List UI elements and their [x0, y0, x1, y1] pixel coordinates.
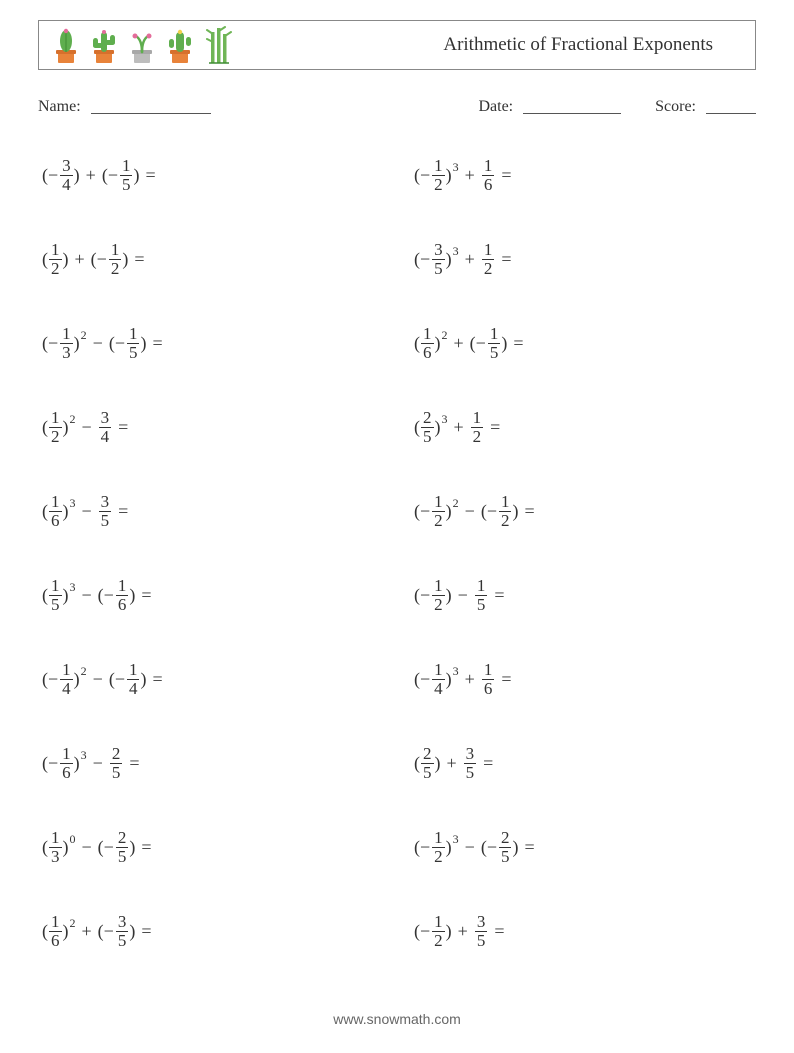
- problem: (−14)3+16 =: [414, 656, 756, 702]
- fraction: 15: [120, 157, 133, 194]
- fraction: 12: [109, 241, 122, 278]
- header-box: Arithmetic of Fractional Exponents: [38, 20, 756, 70]
- fraction: 25: [421, 409, 434, 446]
- footer-url: www.snowmath.com: [0, 1011, 794, 1027]
- fraction: 12: [432, 829, 445, 866]
- problem: (25)+35 =: [414, 740, 756, 786]
- problem: (−14)2−(−14) =: [42, 656, 384, 702]
- problem: (16)3−35 =: [42, 488, 384, 534]
- problem: (−35)3+12 =: [414, 236, 756, 282]
- fraction: 15: [49, 577, 62, 614]
- info-row: Name: Date: Score:: [38, 98, 756, 116]
- fraction: 16: [49, 493, 62, 530]
- cactus-arms-icon: [89, 26, 119, 64]
- problem: (−34)+(−15) =: [42, 152, 384, 198]
- fraction: 14: [127, 661, 140, 698]
- cactus-pot-icon: [51, 26, 81, 64]
- fraction: 16: [116, 577, 129, 614]
- bamboo-icon: [203, 26, 233, 64]
- fraction: 14: [432, 661, 445, 698]
- fraction: 16: [421, 325, 434, 362]
- fraction: 12: [432, 577, 445, 614]
- score-label: Score:: [655, 98, 696, 116]
- problem: (25)3+12 =: [414, 404, 756, 450]
- fraction: 12: [499, 493, 512, 530]
- fraction: 12: [432, 493, 445, 530]
- fraction: 12: [482, 241, 495, 278]
- worksheet-title: Arithmetic of Fractional Exponents: [233, 34, 743, 56]
- header-icons: [51, 26, 233, 64]
- wilting-plant-icon: [127, 26, 157, 64]
- cactus-pot2-icon: [165, 26, 195, 64]
- fraction: 35: [464, 745, 477, 782]
- problem: (−12)2−(−12) =: [414, 488, 756, 534]
- problem: (16)2+(−35) =: [42, 908, 384, 954]
- fraction: 16: [49, 913, 62, 950]
- fraction: 13: [60, 325, 73, 362]
- name-blank[interactable]: [91, 98, 211, 114]
- problem: (12)2−34 =: [42, 404, 384, 450]
- problem: (13)0−(−25) =: [42, 824, 384, 870]
- fraction: 12: [432, 157, 445, 194]
- problem: (−16)3−25 =: [42, 740, 384, 786]
- problem: (16)2+(−15) =: [414, 320, 756, 366]
- problems-grid: (−34)+(−15) = (−12)3+16 = (12)+(−12) = (−35…: [38, 152, 756, 954]
- fraction: 25: [499, 829, 512, 866]
- fraction: 15: [475, 577, 488, 614]
- date-blank[interactable]: [523, 98, 621, 114]
- fraction: 14: [60, 661, 73, 698]
- problem: (−12)−15 =: [414, 572, 756, 618]
- problem: (−12)3+16 =: [414, 152, 756, 198]
- fraction: 13: [49, 829, 62, 866]
- fraction: 25: [421, 745, 434, 782]
- fraction: 12: [432, 913, 445, 950]
- fraction: 12: [49, 409, 62, 446]
- fraction: 12: [49, 241, 62, 278]
- fraction: 16: [482, 157, 495, 194]
- fraction: 35: [116, 913, 129, 950]
- problem: (12)+(−12) =: [42, 236, 384, 282]
- problem: (−12)3−(−25) =: [414, 824, 756, 870]
- fraction: 15: [127, 325, 140, 362]
- problem: (−12)+35 =: [414, 908, 756, 954]
- fraction: 25: [116, 829, 129, 866]
- fraction: 16: [60, 745, 73, 782]
- problem: (15)3−(−16) =: [42, 572, 384, 618]
- fraction: 35: [432, 241, 445, 278]
- fraction: 34: [99, 409, 112, 446]
- fraction: 16: [482, 661, 495, 698]
- problem: (−13)2−(−15) =: [42, 320, 384, 366]
- score-blank[interactable]: [706, 98, 756, 114]
- fraction: 12: [471, 409, 484, 446]
- date-label: Date:: [478, 98, 513, 116]
- fraction: 15: [488, 325, 501, 362]
- fraction: 35: [475, 913, 488, 950]
- name-label: Name:: [38, 98, 81, 116]
- fraction: 34: [60, 157, 73, 194]
- fraction: 25: [110, 745, 123, 782]
- fraction: 35: [99, 493, 112, 530]
